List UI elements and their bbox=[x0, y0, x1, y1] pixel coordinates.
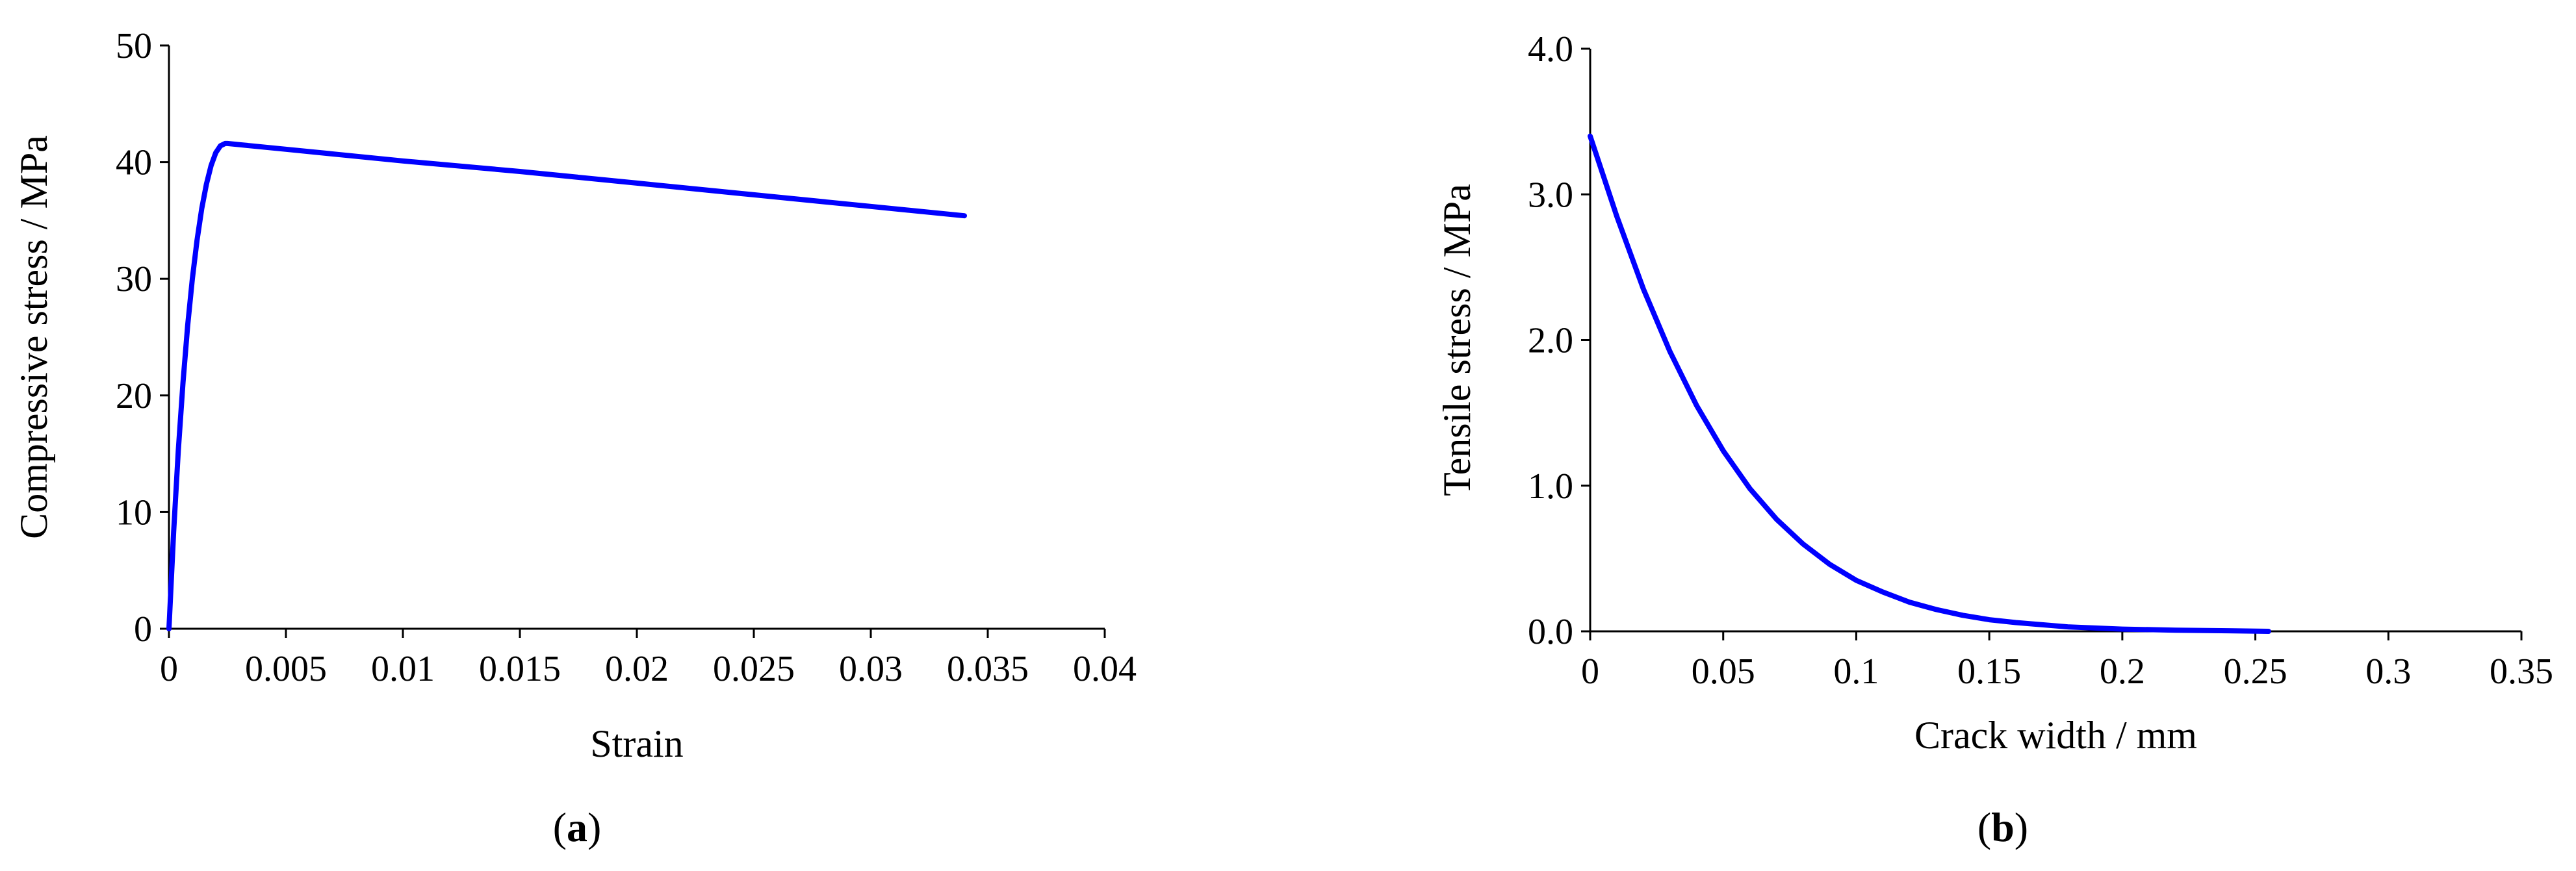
chart-b-x-ticks: 0 0.05 0.1 0.15 0.2 0.25 0.3 0.35 bbox=[1581, 631, 2553, 692]
chart-b-x-tick-label: 0.05 bbox=[1692, 651, 1755, 692]
chart-a-series-line bbox=[166, 140, 967, 631]
tensile-softening-chart: 0 0.05 0.1 0.15 0.2 0.25 0.3 0.35 0.0 1.0 2.0 3.0 4… bbox=[1436, 29, 2553, 850]
chart-a-x-axis-title: Strain bbox=[590, 722, 683, 765]
chart-b-y-ticks: 0.0 1.0 2.0 3.0 4.0 bbox=[1528, 29, 1590, 652]
chart-a-panel-label: (a) bbox=[553, 804, 602, 850]
chart-a-x-ticks: 0 0.005 0.01 0.015 0.02 0.025 0.03 0.035 0.04 bbox=[160, 629, 1137, 689]
chart-a-x-tick-label: 0.02 bbox=[605, 649, 669, 689]
chart-a-x-tick-label: 0.03 bbox=[839, 649, 903, 689]
chart-a-y-tick-label: 20 bbox=[116, 376, 152, 416]
compressive-stress-strain-chart: 0 0.005 0.01 0.015 0.02 0.025 0.03 0.035 0.04 0 1… bbox=[12, 26, 1137, 850]
chart-b-series bbox=[1588, 133, 2271, 634]
chart-a-x-tick-label: 0.035 bbox=[947, 649, 1029, 689]
chart-b-y-tick-label: 2.0 bbox=[1528, 321, 1573, 361]
chart-a-y-tick-label: 50 bbox=[116, 26, 152, 66]
chart-a-y-tick-label: 40 bbox=[116, 143, 152, 183]
chart-a-x-tick-label: 0.04 bbox=[1073, 649, 1137, 689]
chart-b-y-tick-label: 4.0 bbox=[1528, 29, 1573, 69]
chart-b-x-tick-label: 0 bbox=[1581, 651, 1599, 692]
chart-a-y-tick-label: 10 bbox=[116, 492, 152, 533]
chart-a-x-tick-label: 0.01 bbox=[371, 649, 435, 689]
chart-b-x-tick-label: 0.1 bbox=[1833, 651, 1879, 692]
chart-a-y-ticks: 0 10 20 30 40 50 bbox=[116, 26, 169, 650]
chart-b-x-tick-label: 0.25 bbox=[2224, 651, 2287, 692]
chart-a-y-tick-label: 0 bbox=[134, 609, 152, 650]
chart-b-y-tick-label: 3.0 bbox=[1528, 175, 1573, 215]
chart-b-x-tick-label: 0.3 bbox=[2365, 651, 2411, 692]
chart-a-x-tick-label: 0.025 bbox=[713, 649, 795, 689]
chart-a-y-tick-label: 30 bbox=[116, 259, 152, 299]
chart-a-x-tick-label: 0 bbox=[160, 649, 178, 689]
chart-b-x-tick-label: 0.35 bbox=[2490, 651, 2553, 692]
chart-a-y-axis-title: Compressive stress / MPa bbox=[12, 135, 55, 539]
chart-b-series-line bbox=[1588, 133, 2271, 634]
chart-b-x-tick-label: 0.2 bbox=[2100, 651, 2145, 692]
chart-b-x-tick-label: 0.15 bbox=[1957, 651, 2021, 692]
chart-a-x-tick-label: 0.015 bbox=[479, 649, 561, 689]
chart-b-panel-label: (b) bbox=[1977, 804, 2028, 850]
chart-b-y-tick-label: 1.0 bbox=[1528, 466, 1573, 507]
chart-a-x-tick-label: 0.005 bbox=[245, 649, 327, 689]
chart-b-y-axis-title: Tensile stress / MPa bbox=[1436, 184, 1478, 496]
chart-b-y-tick-label: 0.0 bbox=[1528, 612, 1573, 652]
chart-b-x-axis-title: Crack width / mm bbox=[1914, 714, 2197, 757]
chart-a-series bbox=[166, 140, 967, 631]
